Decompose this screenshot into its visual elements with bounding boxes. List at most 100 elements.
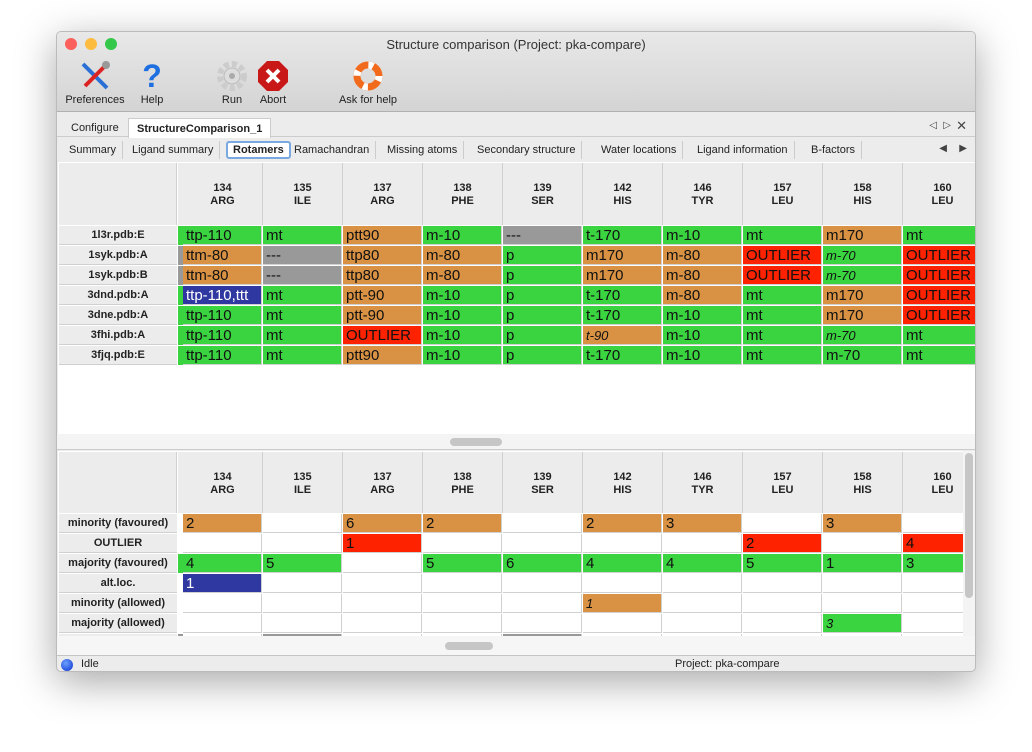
summary-cell[interactable] xyxy=(903,514,963,533)
rotamer-cell[interactable]: ttm-80 xyxy=(183,246,262,265)
row-header[interactable]: 1syk.pdb:B xyxy=(59,266,177,285)
summary-cell[interactable] xyxy=(663,614,742,633)
minimize-window-button[interactable] xyxy=(85,38,97,50)
subtab-ramachandran[interactable]: Ramachandran xyxy=(288,141,377,159)
summary-cell[interactable] xyxy=(183,594,262,613)
rotamer-cell[interactable]: m-10 xyxy=(663,346,742,365)
column-header[interactable]: 142 HIS xyxy=(583,163,663,225)
summary-cell[interactable] xyxy=(263,574,342,593)
subtab-next-icon[interactable]: ▶ xyxy=(959,143,967,154)
subtab-rotamers[interactable]: Rotamers xyxy=(226,141,291,159)
splitter[interactable] xyxy=(57,434,975,450)
summary-cell[interactable]: 1 xyxy=(183,574,262,593)
summary-cell[interactable] xyxy=(743,594,822,613)
summary-cell[interactable] xyxy=(503,594,582,613)
rotamer-cell[interactable]: mt xyxy=(263,326,342,345)
rotamer-cell[interactable]: ptt-90 xyxy=(343,286,422,305)
rotamer-cell[interactable]: p xyxy=(503,286,582,305)
summary-cell[interactable] xyxy=(263,514,342,533)
rotamer-cell[interactable]: ttp-110 xyxy=(183,346,262,365)
rotamer-cell[interactable]: OUTLIER xyxy=(903,306,975,325)
close-tab-icon[interactable]: ✕ xyxy=(956,118,967,133)
rotamer-cell[interactable]: ttp-110,ttt xyxy=(183,286,262,305)
summary-cell[interactable] xyxy=(263,534,342,553)
summary-cell[interactable] xyxy=(903,614,963,633)
zoom-window-button[interactable] xyxy=(105,38,117,50)
column-header[interactable]: 138 PHE xyxy=(423,452,503,513)
tab-next-icon[interactable]: ▷ xyxy=(943,120,951,131)
rotamer-cell[interactable]: mt xyxy=(743,346,822,365)
row-header[interactable]: alt.loc. xyxy=(59,574,177,593)
summary-cell[interactable] xyxy=(343,574,422,593)
column-header[interactable]: 134 ARG xyxy=(183,452,263,513)
subtab-water-locations[interactable]: Water locations xyxy=(595,141,684,159)
rotamer-cell[interactable]: m-70 xyxy=(823,266,902,285)
rotamer-cell[interactable]: ttp-110 xyxy=(183,306,262,325)
summary-cell[interactable]: 1 xyxy=(823,554,902,573)
row-header[interactable]: majority (allowed) xyxy=(59,614,177,633)
subtab-ligand-summary[interactable]: Ligand summary xyxy=(126,141,221,159)
rotamer-cell[interactable]: t-90 xyxy=(583,326,662,345)
rotamer-cell[interactable]: m-10 xyxy=(423,306,502,325)
column-header[interactable]: 160 LEU xyxy=(903,452,963,513)
column-header[interactable]: 139 SER xyxy=(503,452,583,513)
preferences-button[interactable]: Preferences xyxy=(63,58,127,106)
rotamer-cell[interactable]: m-70 xyxy=(823,246,902,265)
tab-structurecomparison-1[interactable]: StructureComparison_1 xyxy=(128,118,272,138)
summary-cell[interactable]: 3 xyxy=(903,554,963,573)
rotamer-cell[interactable]: m170 xyxy=(823,306,902,325)
subtab-missing-atoms[interactable]: Missing atoms xyxy=(381,141,465,159)
summary-cell[interactable] xyxy=(903,574,963,593)
summary-cell[interactable]: 6 xyxy=(503,554,582,573)
summary-cell[interactable] xyxy=(503,574,582,593)
rotamer-cell[interactable]: --- xyxy=(263,266,342,285)
summary-cell[interactable]: 5 xyxy=(743,554,822,573)
rotamer-cell[interactable]: m-10 xyxy=(663,226,742,245)
summary-cell[interactable]: 6 xyxy=(343,514,422,533)
summary-cell[interactable]: 5 xyxy=(423,554,502,573)
column-header[interactable]: 158 HIS xyxy=(823,452,903,513)
rotamer-cell[interactable]: p xyxy=(503,326,582,345)
rotamer-cell[interactable]: mt xyxy=(743,306,822,325)
rotamer-cell[interactable]: t-170 xyxy=(583,286,662,305)
column-header[interactable]: 158 HIS xyxy=(823,163,903,225)
rotamer-cell[interactable]: ttp-110 xyxy=(183,226,262,245)
rotamer-cell[interactable]: OUTLIER xyxy=(743,266,822,285)
rotamer-cell[interactable]: m-10 xyxy=(423,226,502,245)
row-header[interactable]: 1syk.pdb:A xyxy=(59,246,177,265)
rotamer-cell[interactable]: mt xyxy=(263,226,342,245)
rotamer-cell[interactable]: ttp-110 xyxy=(183,326,262,345)
summary-cell[interactable]: 2 xyxy=(423,514,502,533)
summary-cell[interactable] xyxy=(503,514,582,533)
row-header[interactable]: minority (allowed) xyxy=(59,594,177,613)
summary-cell[interactable] xyxy=(823,574,902,593)
column-header[interactable]: 138 PHE xyxy=(423,163,503,225)
summary-cell[interactable]: 3 xyxy=(823,614,902,633)
summary-cell[interactable]: 1 xyxy=(583,594,662,613)
rotamer-cell[interactable]: t-170 xyxy=(583,226,662,245)
rotamer-cell[interactable]: mt xyxy=(903,346,975,365)
rotamer-cell[interactable]: m-70 xyxy=(823,326,902,345)
ask-for-help-button[interactable]: Ask for help xyxy=(333,58,403,106)
summary-cell[interactable] xyxy=(423,534,502,553)
row-header[interactable]: minority (favoured) xyxy=(59,514,177,533)
summary-cell[interactable]: 2 xyxy=(743,534,822,553)
rotamer-cell[interactable]: OUTLIER xyxy=(743,246,822,265)
rotamer-cell[interactable]: p xyxy=(503,306,582,325)
rotamer-cell[interactable]: m-80 xyxy=(663,266,742,285)
summary-cell[interactable] xyxy=(903,594,963,613)
summary-cell[interactable] xyxy=(263,594,342,613)
rotamer-cell[interactable]: ttp80 xyxy=(343,266,422,285)
summary-cell[interactable] xyxy=(423,594,502,613)
row-header[interactable]: OUTLIER xyxy=(59,534,177,553)
bottom-horizontal-scrollbar[interactable] xyxy=(445,642,493,650)
summary-cell[interactable] xyxy=(183,614,262,633)
rotamer-cell[interactable]: mt xyxy=(743,286,822,305)
column-header[interactable]: 157 LEU xyxy=(743,452,823,513)
subtab-b-factors[interactable]: B-factors xyxy=(805,141,863,159)
rotamer-cell[interactable]: mt xyxy=(743,226,822,245)
top-horizontal-scrollbar[interactable] xyxy=(450,438,502,446)
summary-cell[interactable] xyxy=(583,534,662,553)
summary-cell[interactable] xyxy=(823,594,902,613)
rotamer-cell[interactable]: m-10 xyxy=(663,306,742,325)
